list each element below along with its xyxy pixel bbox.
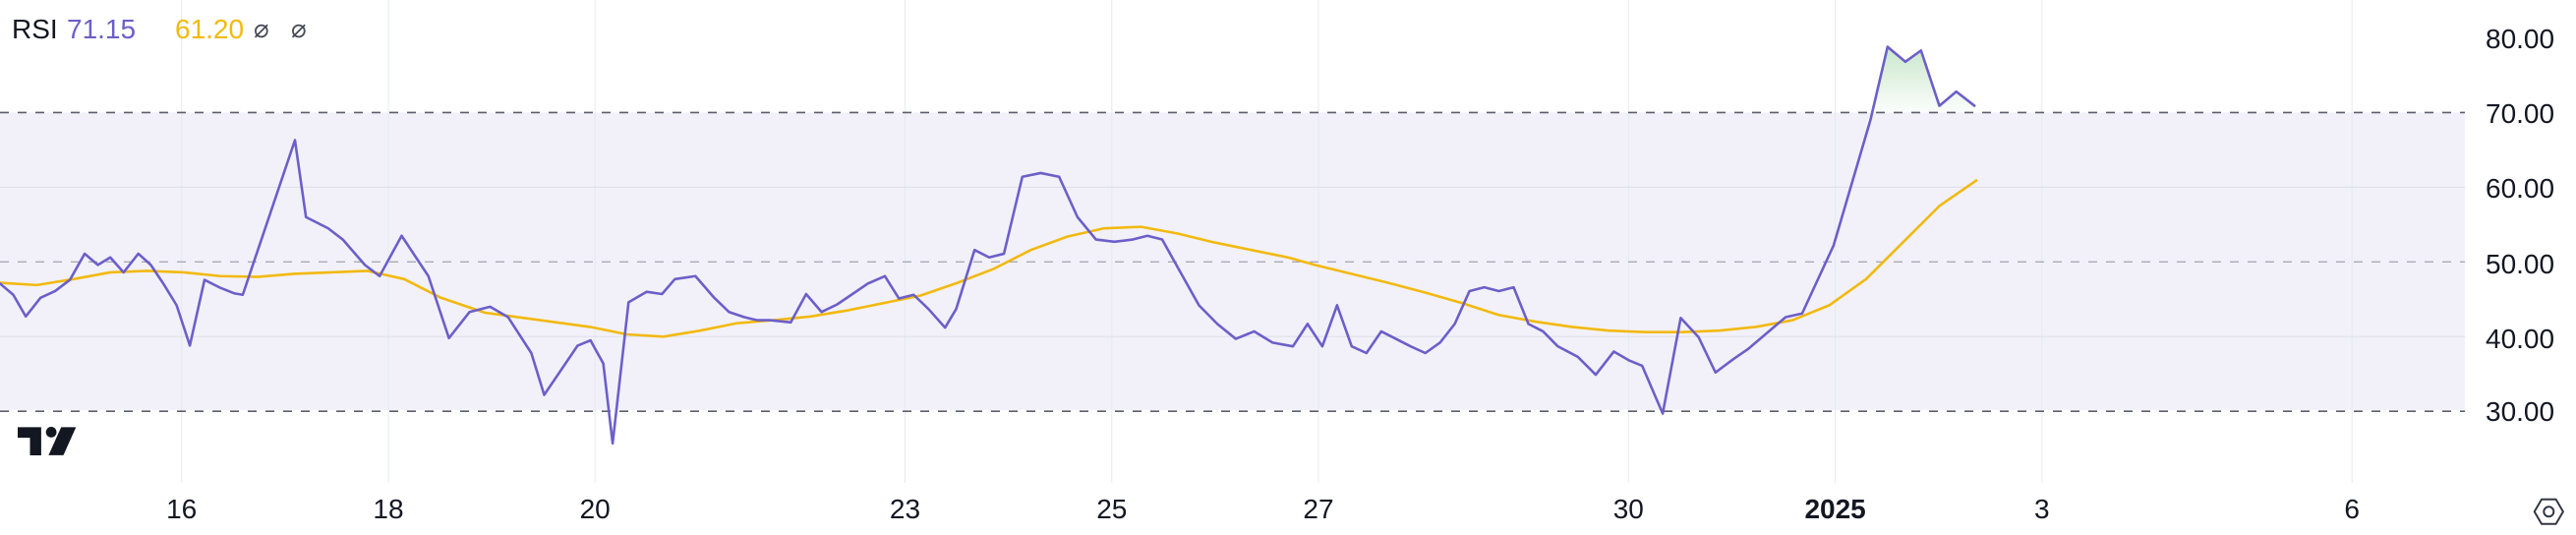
svg-text:25: 25 bbox=[1096, 494, 1127, 524]
svg-text:71.15: 71.15 bbox=[67, 14, 136, 44]
svg-text:6: 6 bbox=[2344, 494, 2360, 524]
svg-text:80.00: 80.00 bbox=[2486, 24, 2554, 54]
svg-text:⌀: ⌀ bbox=[291, 14, 307, 43]
svg-text:RSI: RSI bbox=[12, 14, 58, 44]
svg-text:61.20: 61.20 bbox=[175, 14, 244, 44]
svg-text:30: 30 bbox=[1613, 494, 1644, 524]
svg-text:2025: 2025 bbox=[1804, 494, 1865, 524]
svg-text:23: 23 bbox=[890, 494, 920, 524]
svg-text:20: 20 bbox=[580, 494, 611, 524]
svg-text:70.00: 70.00 bbox=[2486, 98, 2554, 129]
svg-text:60.00: 60.00 bbox=[2486, 173, 2554, 204]
svg-text:18: 18 bbox=[373, 494, 403, 524]
svg-text:3: 3 bbox=[2034, 494, 2050, 524]
svg-text:50.00: 50.00 bbox=[2486, 249, 2554, 279]
svg-text:30.00: 30.00 bbox=[2486, 396, 2554, 427]
svg-text:⌀: ⌀ bbox=[254, 14, 269, 43]
svg-text:27: 27 bbox=[1303, 494, 1333, 524]
svg-text:40.00: 40.00 bbox=[2486, 324, 2554, 354]
svg-text:16: 16 bbox=[166, 494, 197, 524]
